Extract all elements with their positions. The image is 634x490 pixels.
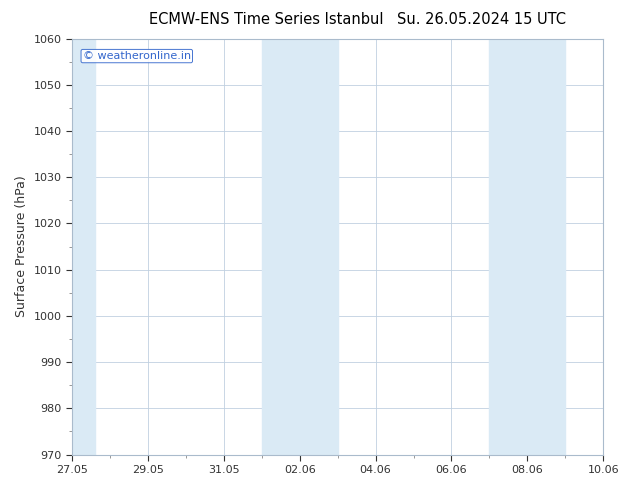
Bar: [300, 39, 338, 455]
Bar: [527, 39, 566, 455]
Bar: [489, 39, 527, 455]
Bar: [262, 39, 300, 455]
Bar: [72, 39, 95, 455]
Y-axis label: Surface Pressure (hPa): Surface Pressure (hPa): [15, 176, 28, 318]
Text: Su. 26.05.2024 15 UTC: Su. 26.05.2024 15 UTC: [398, 12, 566, 27]
Text: © weatheronline.in: © weatheronline.in: [82, 51, 191, 61]
Text: ECMW-ENS Time Series Istanbul: ECMW-ENS Time Series Istanbul: [149, 12, 384, 27]
